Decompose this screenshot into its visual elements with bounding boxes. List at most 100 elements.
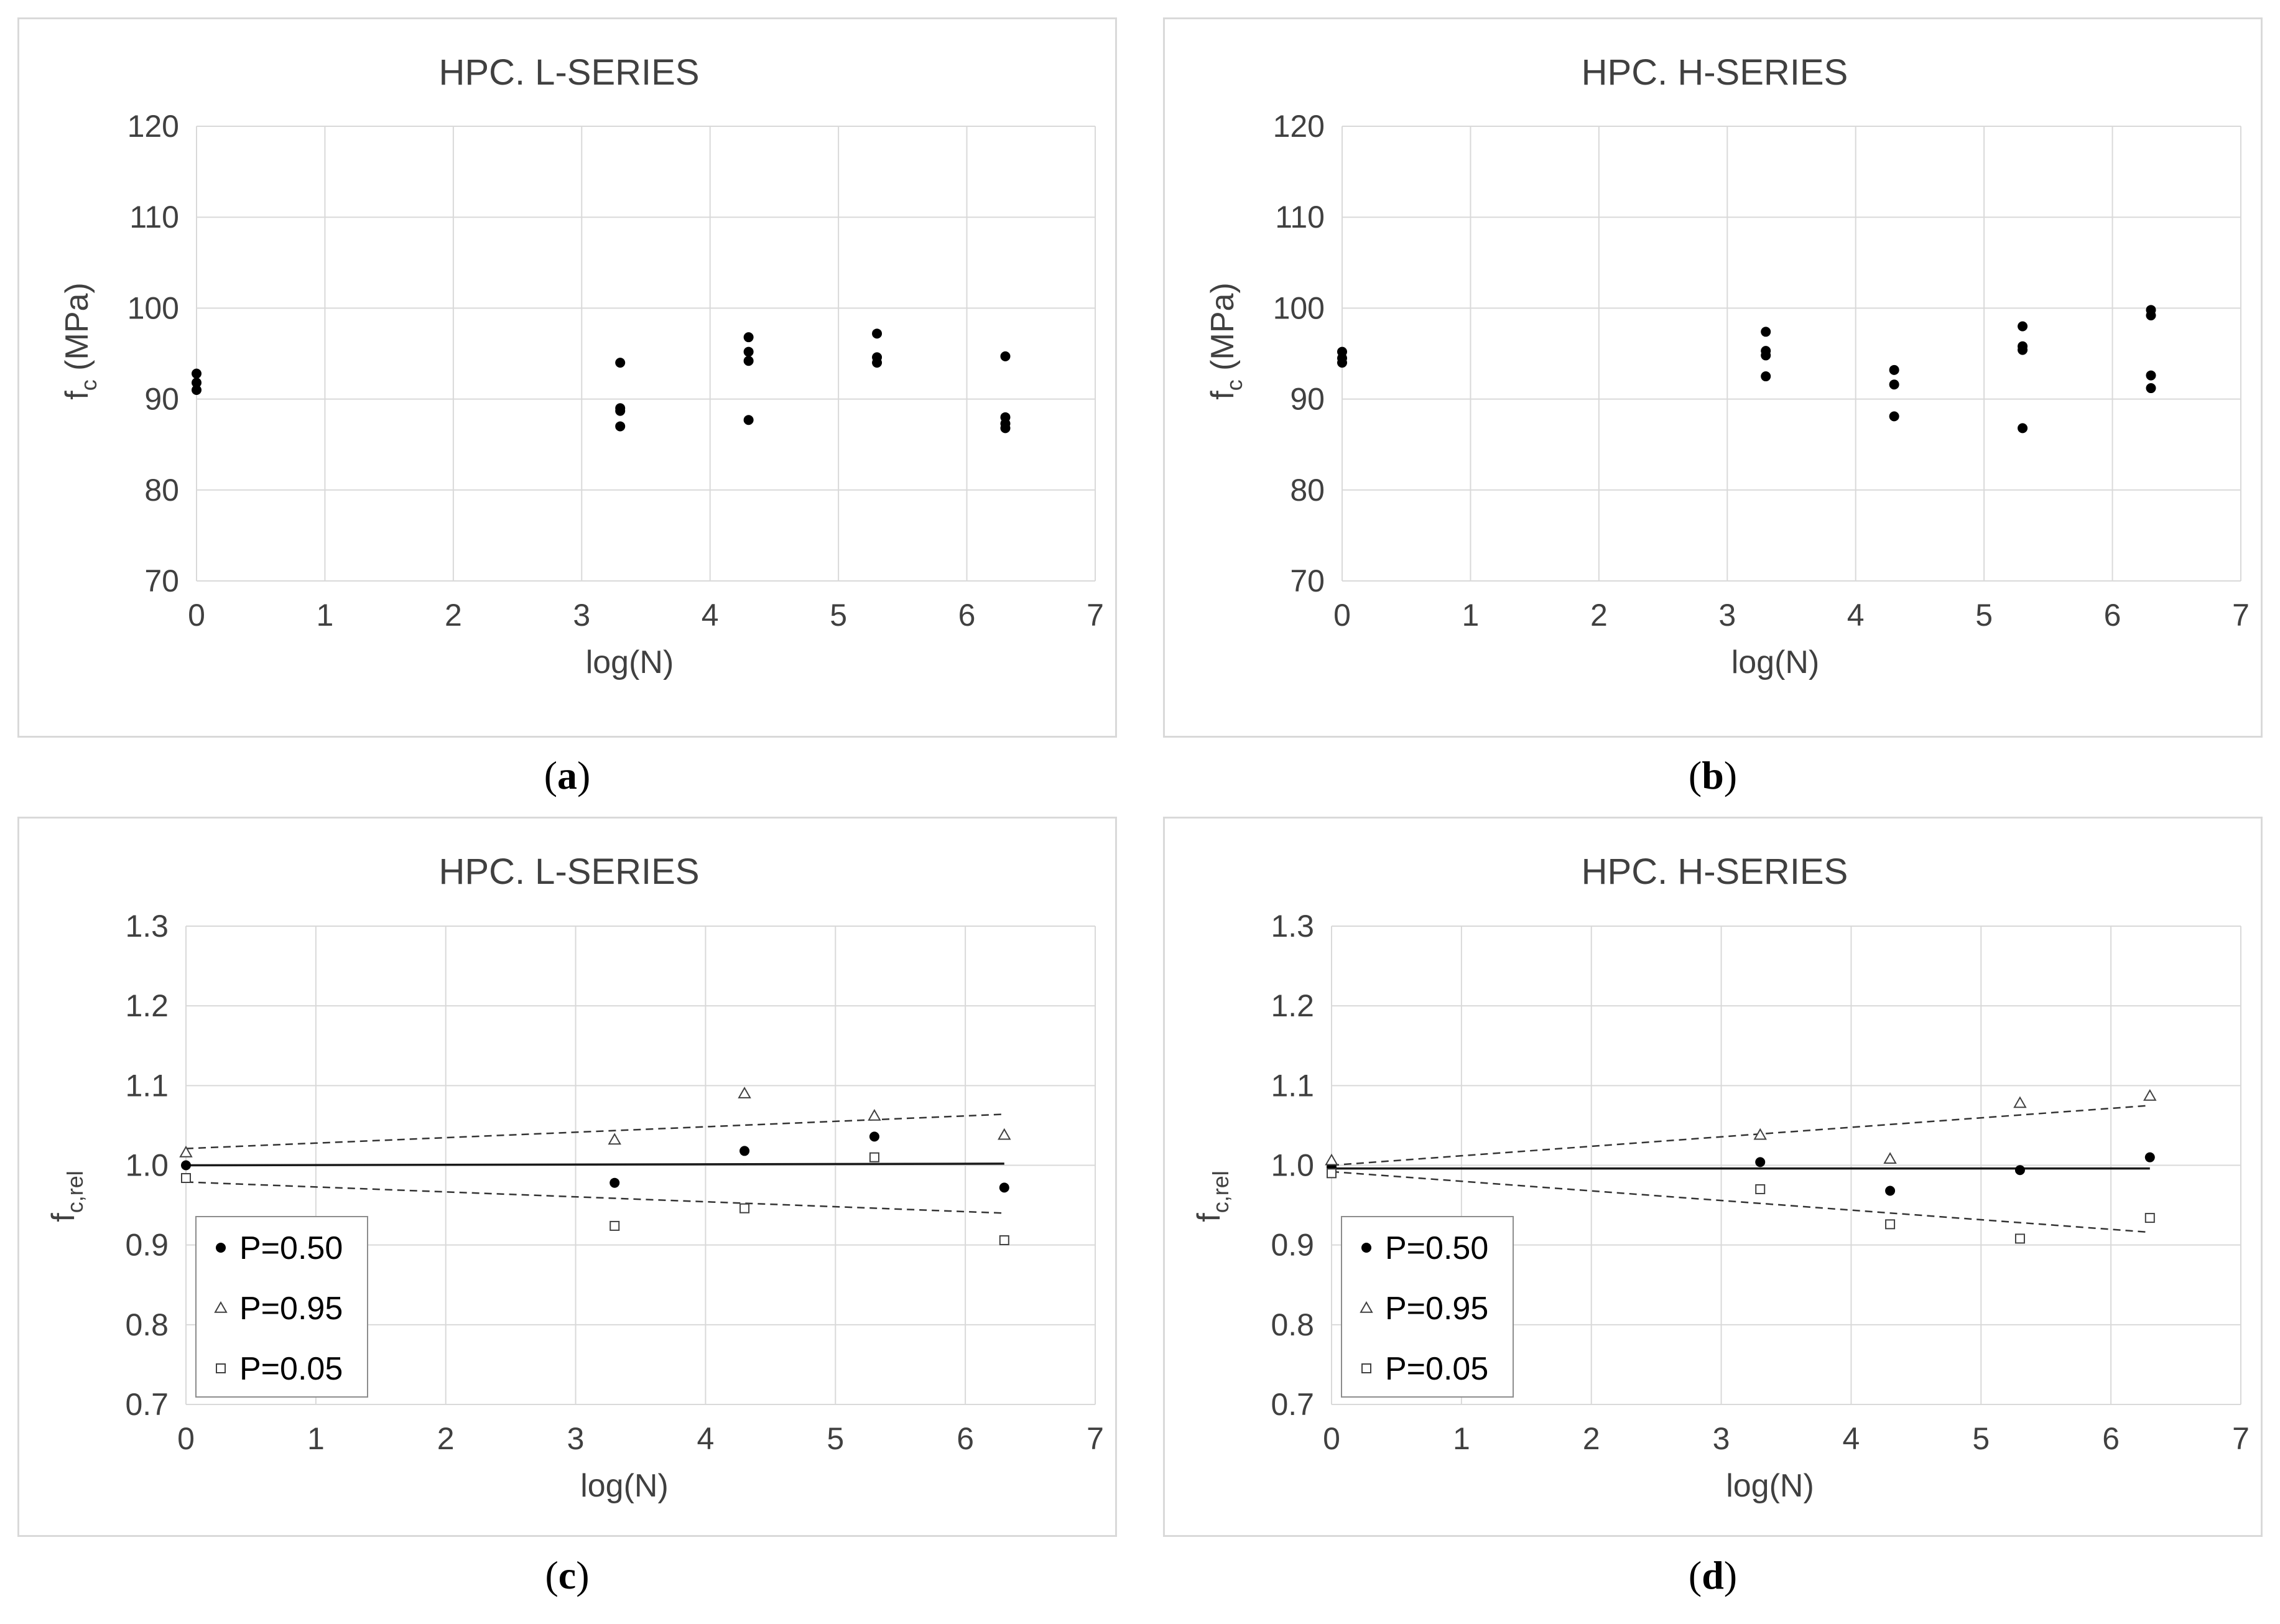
x-tick-label: 1 bbox=[1453, 1421, 1470, 1456]
data-point bbox=[1885, 1219, 1896, 1230]
legend-marker bbox=[1361, 1363, 1371, 1373]
tick-labels: 0 1 2 3 4 5 6 7 0.7 0.8 0.9 1.0 1.1 1.2 1.3 bbox=[125, 909, 1103, 1456]
data-point bbox=[192, 378, 202, 388]
data-point bbox=[2144, 1152, 2155, 1162]
data-point bbox=[1885, 1186, 1896, 1196]
x-tick-label: 0 bbox=[1333, 598, 1351, 633]
x-tick-label: 0 bbox=[1323, 1421, 1340, 1456]
y-tick-label: 1.2 bbox=[1271, 988, 1314, 1023]
series-points bbox=[192, 328, 1011, 434]
data-point bbox=[1327, 1168, 1337, 1179]
data-point bbox=[2018, 345, 2028, 355]
x-tick-label: 4 bbox=[1847, 598, 1865, 633]
y-tick-label: 0.7 bbox=[1271, 1387, 1314, 1422]
data-point bbox=[192, 368, 202, 379]
chart-svg-b: HPC. H-SERIES 0 1 2 3 4 5 6 7 70 80 90 100 110 120 log(… bbox=[1205, 52, 2250, 680]
data-point bbox=[2018, 423, 2028, 434]
series-p005 bbox=[1327, 1168, 2155, 1244]
gridlines bbox=[1342, 126, 2241, 582]
x-tick-label: 6 bbox=[957, 1421, 974, 1456]
x-tick-label: 4 bbox=[697, 1421, 715, 1456]
data-point bbox=[1325, 1153, 1338, 1166]
y-tick-label: 1.0 bbox=[125, 1148, 169, 1183]
data-point bbox=[872, 328, 883, 339]
x-tick-label: 4 bbox=[702, 598, 719, 633]
caption-c: (c) bbox=[545, 1553, 590, 1597]
legend-label: P=0.95 bbox=[1385, 1291, 1488, 1327]
data-point bbox=[615, 406, 626, 416]
data-point bbox=[609, 1177, 620, 1188]
chart-panel-d: HPC. H-SERIES 0 1 2 3 4 5 6 7 0.7 0.8 0.9 1.0 1.1 1.2 1… bbox=[1163, 817, 2263, 1537]
data-point bbox=[2013, 1096, 2027, 1108]
x-axis-label: log(N) bbox=[1726, 1468, 1814, 1504]
data-point bbox=[869, 1152, 879, 1162]
data-point bbox=[1755, 1157, 1766, 1167]
data-point bbox=[743, 346, 754, 357]
x-tick-label: 6 bbox=[958, 598, 976, 633]
y-tick-label: 120 bbox=[1273, 109, 1325, 144]
series-points bbox=[1337, 305, 2156, 434]
tick-labels: 0 1 2 3 4 5 6 7 70 80 90 100 110 120 bbox=[127, 109, 1104, 633]
data-point bbox=[1337, 358, 1347, 368]
data-point bbox=[738, 1087, 751, 1098]
chart-title: HPC. H-SERIES bbox=[1582, 851, 1848, 892]
x-tick-label: 4 bbox=[1843, 1421, 1860, 1456]
chart-title: HPC. L-SERIES bbox=[439, 52, 700, 93]
data-point bbox=[1000, 423, 1011, 434]
x-tick-label: 2 bbox=[437, 1421, 455, 1456]
y-tick-label: 1.3 bbox=[125, 909, 169, 944]
caption-b: (b) bbox=[1688, 753, 1738, 797]
y-tick-label: 1.3 bbox=[1271, 909, 1314, 944]
data-point bbox=[615, 421, 626, 432]
y-axis-label: fc,rel bbox=[45, 1171, 88, 1222]
x-tick-label: 6 bbox=[2104, 598, 2121, 633]
data-point bbox=[1761, 327, 1771, 337]
y-tick-label: 0.7 bbox=[125, 1387, 169, 1422]
y-tick-label: 0.8 bbox=[125, 1307, 169, 1342]
data-point bbox=[2146, 383, 2156, 394]
x-tick-label: 3 bbox=[567, 1421, 585, 1456]
legend-label: P=0.05 bbox=[1385, 1351, 1488, 1387]
y-tick-label: 70 bbox=[1290, 564, 1325, 598]
y-tick-label: 90 bbox=[1290, 382, 1325, 417]
legend: P=0.50 P=0.95 P=0.05 bbox=[195, 1216, 368, 1398]
y-tick-label: 120 bbox=[127, 109, 179, 144]
data-point bbox=[2143, 1088, 2157, 1101]
series-p095 bbox=[1325, 1088, 2157, 1166]
y-axis-label: fc (MPa) bbox=[1205, 282, 1247, 399]
data-point bbox=[743, 415, 754, 425]
y-tick-label: 0.9 bbox=[1271, 1228, 1314, 1263]
x-tick-label: 3 bbox=[1718, 598, 1736, 633]
y-tick-label: 0.9 bbox=[125, 1228, 169, 1263]
x-tick-label: 5 bbox=[830, 598, 847, 633]
data-point bbox=[2146, 310, 2156, 321]
chart-title: HPC. L-SERIES bbox=[439, 851, 700, 892]
y-tick-label: 90 bbox=[144, 382, 179, 417]
chart-svg-d: HPC. H-SERIES 0 1 2 3 4 5 6 7 0.7 0.8 0.9 1.0 1.1 1.2 1… bbox=[1191, 851, 2250, 1504]
data-point bbox=[2014, 1233, 2025, 1244]
x-tick-label: 6 bbox=[2102, 1421, 2120, 1456]
y-tick-label: 100 bbox=[127, 290, 179, 325]
series-p050 bbox=[1327, 1152, 2155, 1196]
gridlines bbox=[196, 126, 1096, 582]
y-axis-label: fc,rel bbox=[1191, 1171, 1233, 1222]
data-point bbox=[1755, 1184, 1766, 1194]
x-tick-label: 2 bbox=[1583, 1421, 1600, 1456]
chart-title: HPC. H-SERIES bbox=[1582, 52, 1848, 93]
chart-panel-a: HPC. L-SERIES 0 1 2 3 4 5 6 7 70 80 90 100 110 120 log(… bbox=[17, 17, 1117, 738]
trend-lines bbox=[185, 1113, 1004, 1214]
bound-trend-line bbox=[185, 1113, 1004, 1149]
data-point bbox=[1889, 364, 1899, 375]
legend-marker bbox=[1360, 1301, 1373, 1313]
x-tick-label: 1 bbox=[307, 1421, 325, 1456]
series-p005 bbox=[181, 1152, 1009, 1245]
x-tick-label: 5 bbox=[827, 1421, 844, 1456]
y-tick-label: 110 bbox=[1275, 200, 1325, 234]
x-tick-label: 2 bbox=[1590, 598, 1608, 633]
bound-trend-line bbox=[1331, 1105, 2150, 1166]
x-tick-label: 7 bbox=[1087, 1421, 1104, 1456]
legend-marker bbox=[1361, 1243, 1371, 1253]
data-point bbox=[869, 1131, 879, 1142]
chart-panel-b: HPC. H-SERIES 0 1 2 3 4 5 6 7 70 80 90 100 110 120 log(… bbox=[1163, 17, 2263, 738]
legend: P=0.50 P=0.95 P=0.05 bbox=[1341, 1216, 1514, 1398]
